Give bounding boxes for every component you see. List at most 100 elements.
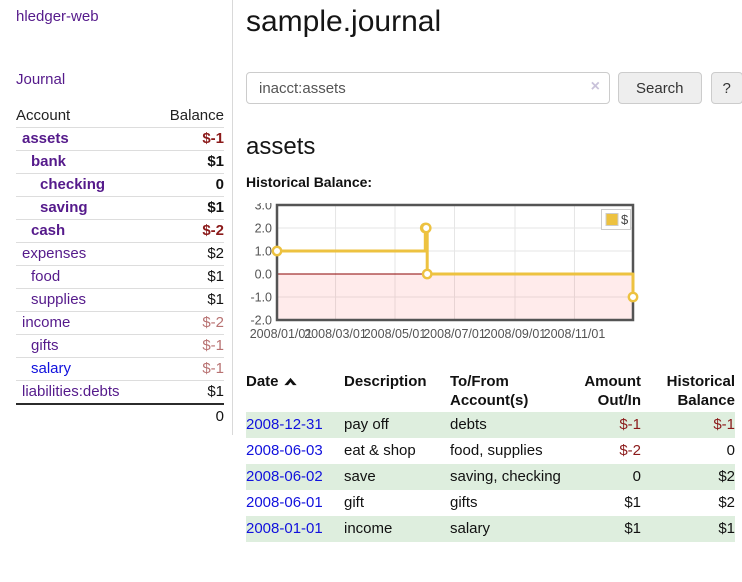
register-date-cell: 2008-12-31: [246, 412, 344, 438]
account-balance: $1: [152, 150, 224, 174]
chart-legend: $: [601, 209, 631, 230]
sidebar-account-link[interactable]: supplies: [31, 291, 87, 308]
register-header-balance: Historical Balance: [666, 373, 735, 409]
account-name-cell: assets: [16, 127, 153, 151]
register-date-link[interactable]: 2008-06-03: [246, 442, 323, 459]
account-row: checking 0: [16, 173, 224, 197]
accounts-table: Account Balance assets $-1 bank $1 checking 0…: [16, 104, 224, 429]
account-name-cell: supplies: [16, 288, 153, 312]
register-amount: $-1: [619, 416, 641, 433]
account-name-cell: salary: [16, 357, 153, 381]
sidebar-item-journal[interactable]: Journal: [16, 71, 66, 88]
register-date-link[interactable]: 2008-06-01: [246, 494, 323, 511]
register-header-date[interactable]: Date: [246, 370, 344, 412]
search-help-button[interactable]: ?: [710, 72, 742, 104]
legend-label: $: [621, 212, 629, 227]
sidebar-account-link[interactable]: gifts: [31, 337, 59, 354]
register-balance: $-1: [713, 416, 735, 433]
sidebar-account-link[interactable]: saving: [40, 199, 88, 216]
chart-title: Historical Balance:: [246, 174, 373, 190]
sidebar-account-link[interactable]: salary: [31, 360, 72, 377]
register-date-cell: 2008-06-01: [246, 490, 344, 516]
account-balance: $1: [152, 196, 224, 220]
accounts-total-value: 0: [152, 403, 224, 429]
register-date-link[interactable]: 2008-01-01: [246, 520, 323, 537]
historical-balance-chart: $3.0 2.0 1.0 0.0 -1.0 -2.0 2008/01/01 2008/03/0…: [246, 199, 736, 348]
register-date-link[interactable]: 2008-06-02: [246, 468, 323, 485]
search-input[interactable]: [246, 72, 610, 104]
register-header-accounts: To/From Account(s): [450, 373, 529, 409]
x-axis-label: 2008/01/01: [250, 327, 313, 341]
account-name-cell: food: [16, 265, 153, 289]
sidebar-account-link[interactable]: food: [31, 268, 61, 285]
account-row: expenses $2: [16, 242, 224, 266]
register-date-link[interactable]: 2008-12-31: [246, 416, 323, 433]
chart-marker: [271, 245, 283, 257]
register-balance: 0: [726, 442, 735, 459]
sidebar-account-link[interactable]: liabilities:debts: [22, 383, 120, 400]
account-row: supplies $1: [16, 288, 224, 312]
account-balance: $1: [152, 380, 224, 405]
search-button[interactable]: Search: [618, 72, 702, 104]
account-balance: $-2: [152, 311, 224, 335]
register-description: save: [344, 468, 376, 485]
sidebar-account-link[interactable]: bank: [31, 153, 67, 170]
x-axis-label: 2008/11/01: [544, 327, 606, 341]
register-amount: $-2: [619, 442, 641, 459]
account-balance: 0: [152, 173, 224, 197]
account-row: bank $1: [16, 150, 224, 174]
x-axis-label: 2008/05/01: [364, 327, 427, 341]
sidebar-account-link[interactable]: cash: [31, 222, 66, 239]
clear-search-icon[interactable]: ×: [590, 78, 600, 95]
y-axis-label: 1.0: [255, 245, 272, 259]
account-balance: $-1: [152, 357, 224, 381]
account-name-cell: income: [16, 311, 153, 335]
sort-ascending-icon: [283, 377, 297, 386]
account-balance: $1: [152, 288, 224, 312]
register-accounts: debts: [450, 416, 487, 433]
register-amount: 0: [632, 468, 641, 485]
register-header-description: Description: [344, 373, 427, 390]
y-axis-label: -2.0: [250, 314, 272, 328]
register-table: Date Description To/From Account(s) Amou…: [246, 370, 735, 542]
register-description: gift: [344, 494, 365, 511]
accounts-header-row: Account Balance: [16, 104, 224, 128]
account-row: cash $-2: [16, 219, 224, 243]
sidebar-account-link[interactable]: checking: [40, 176, 106, 193]
register-date-cell: 2008-06-02: [246, 464, 344, 490]
register-date-cell: 2008-01-01: [246, 516, 344, 542]
sidebar-account-link[interactable]: income: [22, 314, 71, 331]
account-balance: $-1: [152, 334, 224, 358]
register-date-cell: 2008-06-03: [246, 438, 344, 464]
register-header-row: Date Description To/From Account(s) Amou…: [246, 370, 735, 412]
account-balance: $-1: [152, 127, 224, 151]
account-heading: assets: [246, 133, 316, 160]
register-accounts: gifts: [450, 494, 478, 511]
account-name-cell: bank: [16, 150, 153, 174]
accounts-total-spacer: [16, 403, 153, 429]
account-name-cell: gifts: [16, 334, 153, 358]
register-balance: $1: [718, 520, 735, 537]
account-row: food $1: [16, 265, 224, 289]
account-row: income $-2: [16, 311, 224, 335]
account-name-cell: liabilities:debts: [16, 380, 153, 405]
search-input-wrap: ×: [246, 72, 610, 104]
accounts-tbody: assets $-1 bank $1 checking 0 saving $1 cash $-2 e…: [16, 127, 224, 405]
legend-swatch: [605, 213, 619, 226]
register-amount: $1: [624, 494, 641, 511]
register-row: 2008-12-31 pay off debts $-1 $-1: [246, 412, 735, 438]
sidebar-account-link[interactable]: assets: [22, 130, 69, 147]
accounts-total-row: 0: [16, 403, 224, 429]
account-balance: $2: [152, 242, 224, 266]
register-accounts: salary: [450, 520, 491, 537]
app-brand-link[interactable]: hledger-web: [16, 8, 99, 25]
account-row: assets $-1: [16, 127, 224, 151]
register-balance: $2: [718, 494, 735, 511]
account-name-cell: checking: [16, 173, 153, 197]
register-accounts: food, supplies: [450, 442, 543, 459]
x-axis-label: 2008/07/01: [423, 327, 486, 341]
account-balance: $1: [152, 265, 224, 289]
sidebar-account-link[interactable]: expenses: [22, 245, 87, 262]
register-header-amount: Amount Out/In: [584, 373, 641, 409]
